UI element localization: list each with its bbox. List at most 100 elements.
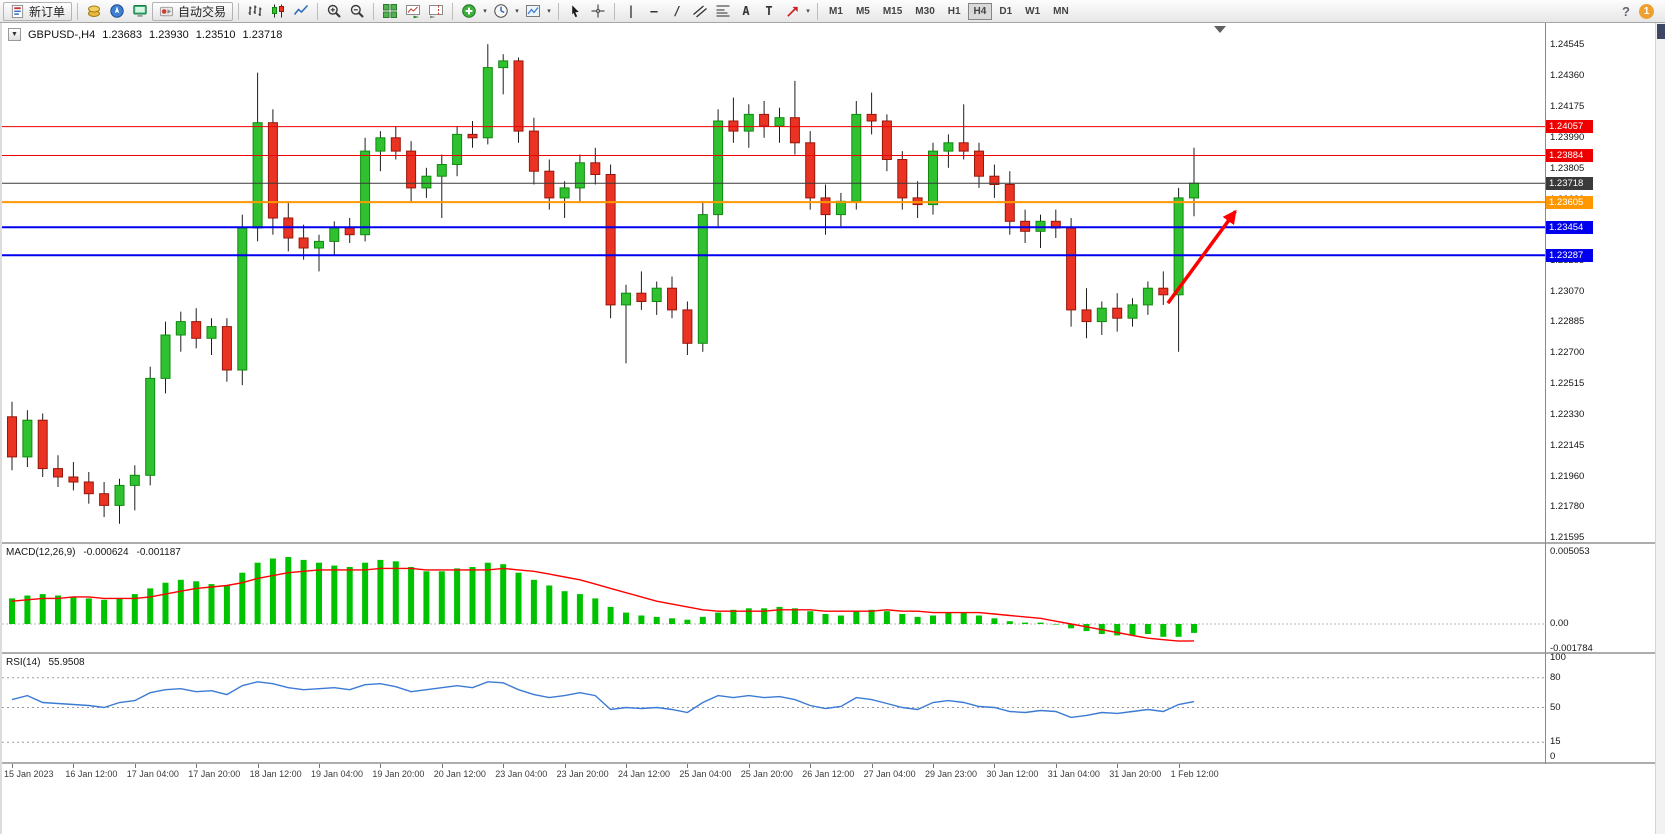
auto-scroll-icon[interactable] bbox=[402, 1, 424, 21]
new-order-icon bbox=[10, 4, 25, 19]
bull-candle bbox=[421, 175, 432, 189]
macd-histogram-bar bbox=[362, 562, 369, 624]
price-axis[interactable]: 1.24545 1.24360 1.24175 1.23990 1.23805 1.236… bbox=[1546, 23, 1657, 543]
vertical-scrollbar[interactable] bbox=[1655, 23, 1665, 834]
dropdown-caret-icon[interactable]: ▾ bbox=[547, 8, 551, 15]
price-axis-label: 1.22700 bbox=[1550, 347, 1585, 359]
time-axis-tick bbox=[687, 764, 689, 768]
trendline-tool-icon[interactable]: / bbox=[673, 4, 681, 18]
price-line-tag[interactable]: 1.23287 bbox=[1546, 248, 1593, 262]
time-axis-label: 17 Jan 04:00 bbox=[126, 769, 179, 779]
time-axis-label: 31 Jan 20:00 bbox=[1109, 769, 1162, 779]
timeframe-m15-button[interactable]: M15 bbox=[877, 3, 908, 20]
templates-icon[interactable] bbox=[522, 1, 544, 21]
macd-histogram-bar bbox=[546, 585, 553, 624]
macd-histogram-bar bbox=[607, 606, 614, 624]
timeframe-h4-button[interactable]: H4 bbox=[967, 2, 993, 20]
timeframe-mn-button[interactable]: MN bbox=[1047, 3, 1075, 20]
price-axis-label: 1.21960 bbox=[1550, 471, 1585, 482]
zoom-out-icon[interactable] bbox=[346, 1, 368, 21]
autotrading-button[interactable]: 自动交易 bbox=[152, 1, 234, 21]
arrows-tool-icon[interactable] bbox=[781, 1, 803, 21]
timeframe-h1-button[interactable]: H1 bbox=[942, 3, 967, 20]
macd-histogram-bar bbox=[776, 606, 783, 624]
price-axis-label: 1.22515 bbox=[1550, 378, 1585, 390]
timeframe-m5-button[interactable]: M5 bbox=[850, 3, 876, 20]
terminal-icon[interactable] bbox=[129, 1, 151, 21]
equidistant-channel-icon[interactable] bbox=[689, 1, 711, 21]
candlestick-chart-icon[interactable] bbox=[267, 1, 289, 21]
autotrading-label: 自动交易 bbox=[178, 4, 227, 19]
price-line-tag[interactable]: 1.23605 bbox=[1546, 195, 1593, 209]
timeframe-d1-button[interactable]: D1 bbox=[993, 3, 1018, 20]
chart-shift-icon[interactable] bbox=[425, 1, 447, 21]
macd-histogram-bar bbox=[408, 567, 415, 624]
vertical-line-tool-icon[interactable]: | bbox=[627, 4, 635, 18]
toolbar-separator bbox=[817, 2, 819, 20]
price-axis-label: 1.22885 bbox=[1550, 316, 1585, 328]
zoom-in-icon[interactable] bbox=[323, 1, 345, 21]
time-axis-tick bbox=[1055, 764, 1057, 768]
price-line-tag[interactable]: 1.23884 bbox=[1546, 149, 1593, 162]
macd-panel-splitter[interactable] bbox=[2, 542, 1657, 544]
fibonacci-icon[interactable] bbox=[712, 1, 734, 21]
trend-arrow-annotation[interactable] bbox=[1166, 209, 1237, 305]
crosshair-icon[interactable] bbox=[587, 1, 609, 21]
macd-histogram-bar bbox=[346, 567, 353, 624]
time-axis-tick bbox=[564, 764, 566, 768]
macd-histogram-bar bbox=[699, 616, 706, 624]
periods-icon[interactable] bbox=[490, 1, 512, 21]
bear-candle bbox=[866, 113, 877, 122]
price-line-tag[interactable]: 1.23454 bbox=[1546, 220, 1593, 234]
time-axis-tick bbox=[319, 764, 320, 768]
toolbar-separator bbox=[452, 2, 454, 20]
text-tool-icon[interactable]: A bbox=[742, 4, 750, 18]
bear-candle bbox=[544, 170, 555, 199]
rsi-line bbox=[11, 681, 1195, 719]
macd-value-main: -0.000624 bbox=[83, 547, 129, 558]
time-axis-tick bbox=[441, 764, 443, 768]
macd-histogram-bar bbox=[853, 611, 860, 624]
bear-candle bbox=[267, 122, 278, 219]
chart-shift-marker[interactable] bbox=[1214, 26, 1226, 33]
help-icon[interactable]: ? bbox=[1622, 3, 1630, 19]
bear-candle bbox=[1081, 309, 1092, 323]
timeframe-m30-button[interactable]: M30 bbox=[909, 3, 940, 20]
navigator-icon[interactable] bbox=[106, 1, 128, 21]
price-line-tag[interactable]: 1.24057 bbox=[1546, 120, 1593, 134]
line-chart-icon[interactable] bbox=[290, 1, 312, 21]
horizontal-line-tool-icon[interactable]: — bbox=[650, 4, 658, 18]
rsi-canvas[interactable] bbox=[2, 654, 1545, 762]
tile-windows-icon[interactable] bbox=[379, 1, 401, 21]
cursor-icon[interactable] bbox=[564, 1, 586, 21]
timeframe-m1-button[interactable]: M1 bbox=[823, 3, 849, 20]
bull-candle bbox=[943, 142, 954, 152]
macd-histogram-bar bbox=[515, 572, 522, 624]
dropdown-caret-icon[interactable]: ▾ bbox=[515, 8, 519, 15]
one-click-trading-toggle[interactable]: ▼ bbox=[8, 28, 21, 41]
macd-histogram-bar bbox=[653, 616, 660, 624]
macd-histogram-bar bbox=[208, 584, 215, 624]
timeframe-w1-button[interactable]: W1 bbox=[1019, 3, 1046, 20]
rsi-panel-splitter[interactable] bbox=[2, 652, 1657, 654]
macd-histogram-bar bbox=[55, 595, 61, 624]
market-watch-icon[interactable] bbox=[83, 1, 105, 21]
time-axis-tick bbox=[626, 764, 627, 768]
dropdown-caret-icon[interactable]: ▾ bbox=[483, 8, 487, 15]
macd-canvas[interactable] bbox=[2, 544, 1545, 652]
chart-title: ▼ GBPUSD-,H4 1.23683 1.23930 1.23510 1.2… bbox=[8, 28, 282, 41]
scrollbar-thumb[interactable] bbox=[1657, 24, 1665, 39]
bar-chart-icon[interactable] bbox=[244, 1, 266, 21]
bull-candle bbox=[1142, 287, 1153, 306]
bull-candle bbox=[175, 321, 186, 336]
price-line-tag[interactable]: 1.23718 bbox=[1546, 176, 1593, 190]
indicators-icon[interactable] bbox=[458, 1, 480, 21]
time-axis[interactable]: 15 Jan 2023 16 Jan 12:00 17 Jan 04:00 17 Ja… bbox=[2, 764, 1657, 834]
text-label-tool-icon[interactable]: T bbox=[765, 4, 773, 18]
bear-candle bbox=[390, 137, 401, 152]
notification-badge[interactable]: 1 bbox=[1639, 3, 1654, 19]
new-order-button[interactable]: 新订单 bbox=[3, 1, 73, 21]
main-chart-canvas[interactable] bbox=[2, 23, 1545, 542]
dropdown-caret-icon[interactable]: ▾ bbox=[806, 8, 810, 15]
bull-candle bbox=[851, 113, 862, 202]
